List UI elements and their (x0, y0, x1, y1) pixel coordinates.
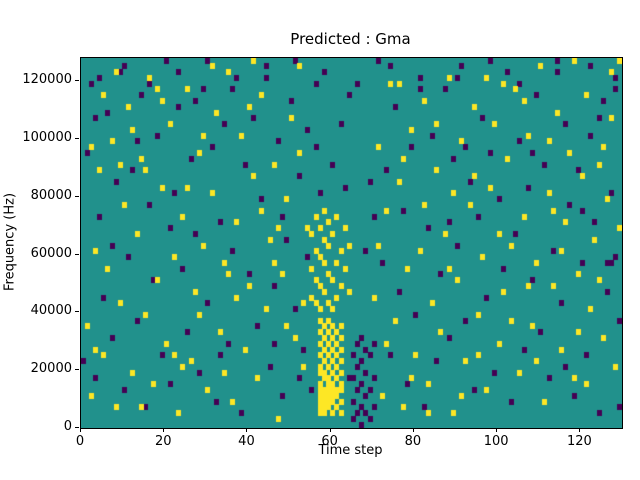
x-tick-label: 0 (75, 434, 85, 449)
y-tick-mark (75, 195, 79, 197)
x-tick-label: 100 (483, 434, 509, 449)
x-tick-label: 40 (238, 434, 255, 449)
y-tick-mark (75, 253, 79, 255)
chart-title: Predicted : Gma (290, 30, 411, 48)
x-tick-label: 20 (154, 434, 172, 449)
y-tick-label: 100000 (22, 129, 72, 145)
x-tick-mark (80, 428, 81, 432)
x-axis-label: Time step (318, 443, 383, 458)
heatmap-canvas (81, 58, 622, 428)
x-tick-label: 80 (404, 434, 422, 449)
y-tick-label: 60000 (30, 245, 72, 261)
plot-area (80, 57, 623, 429)
y-tick-mark (75, 369, 79, 371)
y-tick-mark (75, 80, 79, 82)
x-tick-label: 120 (566, 434, 592, 449)
y-tick-label: 0 (63, 419, 72, 434)
y-tick-mark (75, 427, 79, 428)
y-tick-mark (75, 311, 79, 313)
y-tick-label: 20000 (30, 361, 72, 377)
x-tick-mark (412, 428, 414, 432)
x-tick-mark (579, 428, 581, 432)
x-tick-mark (496, 428, 498, 432)
y-tick-label: 40000 (30, 303, 72, 319)
y-axis-label: Frequency (Hz) (2, 192, 18, 292)
y-tick-mark (75, 137, 79, 139)
x-tick-mark (163, 428, 165, 432)
y-tick-label: 120000 (22, 72, 72, 88)
x-tick-mark (329, 428, 331, 432)
x-tick-mark (246, 428, 248, 432)
y-tick-label: 80000 (30, 187, 72, 203)
x-tick-label: 60 (321, 434, 338, 449)
